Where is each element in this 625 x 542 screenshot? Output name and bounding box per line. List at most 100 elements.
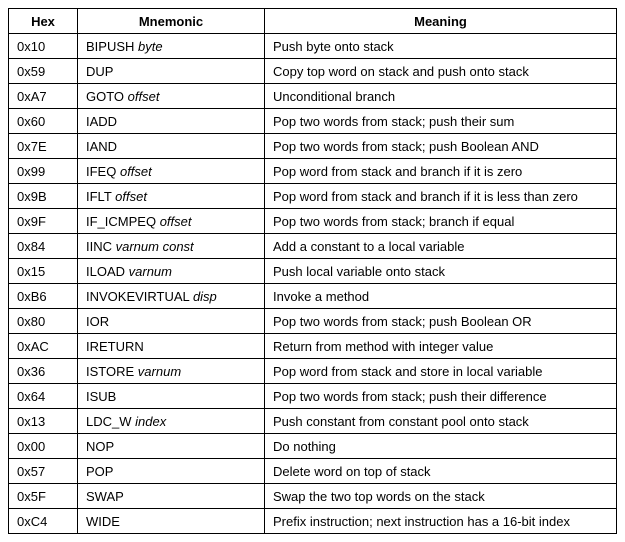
mnemonic-text: IAND bbox=[86, 139, 117, 154]
mnemonic-text: WIDE bbox=[86, 514, 120, 529]
mnemonic-text: SWAP bbox=[86, 489, 124, 504]
table-row: 0xA7GOTO offsetUnconditional branch bbox=[9, 84, 617, 109]
cell-meaning: Pop word from stack and store in local v… bbox=[265, 359, 617, 384]
cell-mnemonic: NOP bbox=[78, 434, 265, 459]
mnemonic-text: ISTORE bbox=[86, 364, 134, 379]
mnemonic-text: IINC bbox=[86, 239, 112, 254]
cell-mnemonic: IOR bbox=[78, 309, 265, 334]
cell-mnemonic: ISUB bbox=[78, 384, 265, 409]
mnemonic-text: IF_ICMPEQ bbox=[86, 214, 156, 229]
mnemonic-text: IOR bbox=[86, 314, 109, 329]
mnemonic-text: IADD bbox=[86, 114, 117, 129]
operand-text: index bbox=[135, 414, 166, 429]
cell-meaning: Pop two words from stack; push their dif… bbox=[265, 384, 617, 409]
mnemonic-text: ILOAD bbox=[86, 264, 125, 279]
cell-hex: 0x9F bbox=[9, 209, 78, 234]
cell-hex: 0x60 bbox=[9, 109, 78, 134]
cell-hex: 0x84 bbox=[9, 234, 78, 259]
operand-text: disp bbox=[193, 289, 217, 304]
cell-mnemonic: BIPUSH byte bbox=[78, 34, 265, 59]
table-row: 0x9F IF_ICMPEQ offset Pop two words from s… bbox=[9, 209, 617, 234]
cell-meaning: Invoke a method bbox=[265, 284, 617, 309]
cell-mnemonic: ISTORE varnum bbox=[78, 359, 265, 384]
cell-meaning: Push constant from constant pool onto st… bbox=[265, 409, 617, 434]
cell-hex: 0x5F bbox=[9, 484, 78, 509]
cell-meaning: Return from method with integer value bbox=[265, 334, 617, 359]
cell-hex: 0xB6 bbox=[9, 284, 78, 309]
mnemonic-text: IFEQ bbox=[86, 164, 116, 179]
cell-mnemonic: IINC varnum const bbox=[78, 234, 265, 259]
cell-hex: 0x9B bbox=[9, 184, 78, 209]
table-row: 0x60 IADD Pop two words from stack; push t… bbox=[9, 109, 617, 134]
cell-mnemonic: LDC_W index bbox=[78, 409, 265, 434]
mnemonic-text: LDC_W bbox=[86, 414, 132, 429]
cell-meaning: Add a constant to a local variable bbox=[265, 234, 617, 259]
mnemonic-text: IFLT bbox=[86, 189, 112, 204]
operand-text: byte bbox=[138, 39, 163, 54]
cell-meaning: Swap the two top words on the stack bbox=[265, 484, 617, 509]
operand-text: offset bbox=[120, 164, 152, 179]
cell-meaning: Pop word from stack and branch if it is … bbox=[265, 159, 617, 184]
cell-mnemonic: POP bbox=[78, 459, 265, 484]
mnemonic-text: INVOKEVIRTUAL bbox=[86, 289, 189, 304]
cell-mnemonic: IAND bbox=[78, 134, 265, 159]
cell-mnemonic: WIDE bbox=[78, 509, 265, 534]
cell-mnemonic: IADD bbox=[78, 109, 265, 134]
cell-hex: 0x13 bbox=[9, 409, 78, 434]
cell-hex: 0x64 bbox=[9, 384, 78, 409]
cell-hex: 0xAC bbox=[9, 334, 78, 359]
cell-meaning: Push local variable onto stack bbox=[265, 259, 617, 284]
table-row: 0x80IORPop two words from stack; push Bo… bbox=[9, 309, 617, 334]
table-row: 0x36ISTORE varnumPop word from stack and… bbox=[9, 359, 617, 384]
mnemonic-text: DUP bbox=[86, 64, 113, 79]
cell-hex: 0x80 bbox=[9, 309, 78, 334]
cell-mnemonic: DUP bbox=[78, 59, 265, 84]
cell-hex: 0xA7 bbox=[9, 84, 78, 109]
cell-meaning: Prefix instruction; next instruction has… bbox=[265, 509, 617, 534]
table-row: 0x9BIFLT offsetPop word from stack and b… bbox=[9, 184, 617, 209]
mnemonic-text: POP bbox=[86, 464, 113, 479]
table-row: 0xB6INVOKEVIRTUAL dispInvoke a method bbox=[9, 284, 617, 309]
cell-meaning: Unconditional branch bbox=[265, 84, 617, 109]
operand-text: varnum const bbox=[116, 239, 194, 254]
operand-text: offset bbox=[128, 89, 160, 104]
cell-hex: 0x99 bbox=[9, 159, 78, 184]
table-row: 0x5F SWAP Swap the two top words on the st… bbox=[9, 484, 617, 509]
cell-mnemonic: ILOAD varnum bbox=[78, 259, 265, 284]
table-row: 0x7EIANDPop two words from stack; push B… bbox=[9, 134, 617, 159]
operand-text: varnum bbox=[129, 264, 172, 279]
table-row: 0x84IINC varnum constAdd a constant to a… bbox=[9, 234, 617, 259]
operand-text: offset bbox=[115, 189, 147, 204]
table-row: 0x10BIPUSH bytePush byte onto stack bbox=[9, 34, 617, 59]
cell-mnemonic: SWAP bbox=[78, 484, 265, 509]
cell-meaning: Pop two words from stack; branch if equa… bbox=[265, 209, 617, 234]
table-row: 0x99IFEQ offsetPop word from stack and b… bbox=[9, 159, 617, 184]
mnemonic-text: NOP bbox=[86, 439, 114, 454]
header-meaning: Meaning bbox=[265, 9, 617, 34]
cell-mnemonic: IFEQ offset bbox=[78, 159, 265, 184]
mnemonic-text: ISUB bbox=[86, 389, 116, 404]
table-row: 0x59DUPCopy top word on stack and push o… bbox=[9, 59, 617, 84]
table-row: 0x57POPDelete word on top of stack bbox=[9, 459, 617, 484]
cell-meaning: Delete word on top of stack bbox=[265, 459, 617, 484]
cell-mnemonic: INVOKEVIRTUAL disp bbox=[78, 284, 265, 309]
table-row: 0xC4WIDEPrefix instruction; next instruc… bbox=[9, 509, 617, 534]
table-row: 0x13LDC_W indexPush constant from consta… bbox=[9, 409, 617, 434]
cell-meaning: Do nothing bbox=[265, 434, 617, 459]
operand-text: offset bbox=[160, 214, 192, 229]
cell-mnemonic: IFLT offset bbox=[78, 184, 265, 209]
table-row: 0xAC IRETURN Return from method with integ… bbox=[9, 334, 617, 359]
cell-hex: 0x10 bbox=[9, 34, 78, 59]
header-hex: Hex bbox=[9, 9, 78, 34]
mnemonic-text: IRETURN bbox=[86, 339, 144, 354]
opcode-table: Hex Mnemonic Meaning 0x10BIPUSH bytePush… bbox=[8, 8, 617, 534]
cell-meaning: Pop two words from stack; push Boolean A… bbox=[265, 134, 617, 159]
cell-hex: 0x59 bbox=[9, 59, 78, 84]
table-row: 0x64 ISUB Pop two words from stack; push t… bbox=[9, 384, 617, 409]
header-mnemonic: Mnemonic bbox=[78, 9, 265, 34]
cell-hex: 0x00 bbox=[9, 434, 78, 459]
cell-meaning: Push byte onto stack bbox=[265, 34, 617, 59]
operand-text: varnum bbox=[138, 364, 181, 379]
table-header-row: Hex Mnemonic Meaning bbox=[9, 9, 617, 34]
cell-meaning: Pop two words from stack; push their sum bbox=[265, 109, 617, 134]
